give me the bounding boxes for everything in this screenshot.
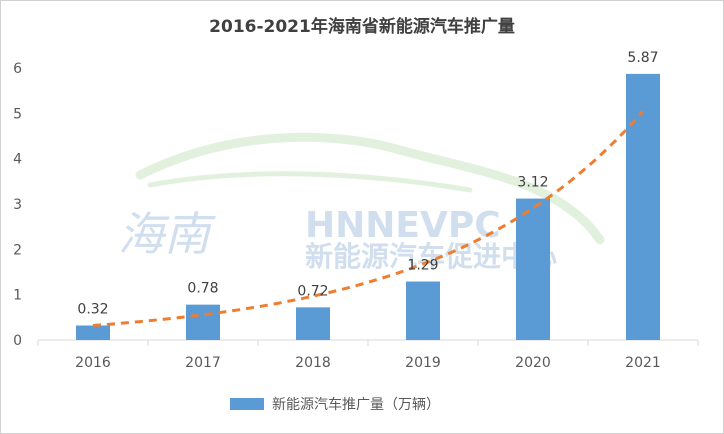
bar [186, 304, 220, 340]
y-tick-label: 5 [13, 106, 22, 122]
data-label: 3.12 [517, 175, 548, 191]
x-axis-labels: 2016 2017 2018 2019 2020 2021 [75, 355, 661, 371]
y-tick-label: 3 [13, 197, 22, 213]
legend-swatch [230, 398, 264, 410]
data-label: 1.29 [407, 258, 438, 274]
bar [296, 307, 330, 340]
x-tick-label: 2021 [625, 355, 661, 371]
y-tick-label: 1 [13, 288, 22, 304]
data-labels: 0.32 0.78 0.72 1.29 3.12 5.87 [77, 50, 658, 318]
legend-label: 新能源汽车推广量（万辆） [272, 396, 440, 413]
chart-title: 2016-2021年海南省新能源汽车推广量 [209, 17, 515, 37]
bar [406, 281, 440, 340]
trendline [92, 110, 645, 327]
data-label: 0.32 [77, 301, 108, 317]
y-tick-label: 0 [13, 333, 22, 349]
y-axis-ticks: 0 1 2 3 4 5 6 [13, 61, 22, 349]
x-tick-label: 2019 [405, 355, 441, 371]
data-label: 0.72 [297, 283, 328, 299]
x-tick-label: 2018 [295, 355, 331, 371]
data-label: 5.87 [627, 50, 658, 66]
bar [516, 198, 550, 340]
x-tick-label: 2017 [185, 355, 221, 371]
x-tick-label: 2020 [515, 355, 551, 371]
y-tick-label: 4 [13, 152, 22, 168]
bar [626, 73, 660, 340]
y-tick-label: 6 [13, 61, 22, 77]
bar [76, 325, 110, 340]
watermark-logo: 海南 HNNEVPC 新能源汽车促进中心 [118, 132, 605, 273]
x-axis-tick-marks [37, 340, 699, 346]
y-tick-label: 2 [13, 242, 22, 258]
watermark-logo-cn: 海南 [118, 207, 216, 261]
bar-series [76, 73, 660, 340]
x-tick-label: 2016 [75, 355, 111, 371]
data-label: 0.78 [187, 281, 218, 297]
legend: 新能源汽车推广量（万辆） [230, 396, 440, 413]
watermark-text-en: HNNEVPC [305, 205, 501, 246]
watermark-text-cn: 新能源汽车促进中心 [305, 240, 557, 273]
